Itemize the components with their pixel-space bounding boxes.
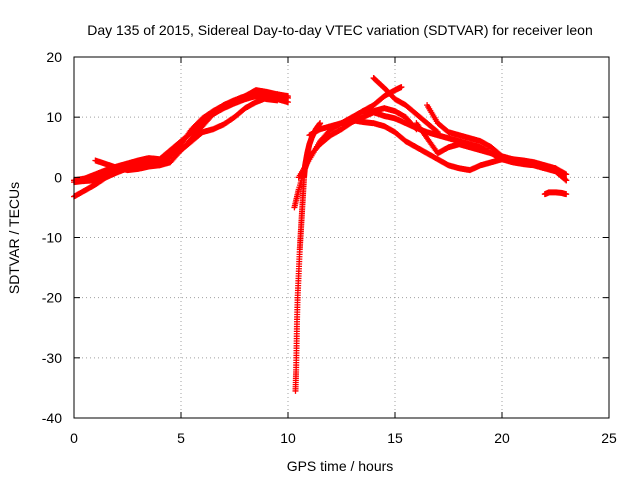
y-tick-label: -40 <box>42 410 62 426</box>
x-axis-label: GPS time / hours <box>287 458 394 474</box>
y-tick-label: 0 <box>54 169 62 185</box>
x-tick-label: 20 <box>494 430 510 446</box>
grid <box>74 57 609 418</box>
y-tick-label: 10 <box>46 109 62 125</box>
y-axis-label: SDTVAR / TECUs <box>6 182 22 294</box>
y-tick-label: -30 <box>42 350 62 366</box>
series-track-j <box>359 84 405 115</box>
axis-ticks: 0 5 10 15 20 25 -40 -30 -20 -10 0 10 20 <box>42 49 617 446</box>
series-track-g <box>295 105 420 181</box>
x-tick-label: 15 <box>387 430 403 446</box>
x-tick-label: 10 <box>280 430 296 446</box>
data-point-markers <box>424 102 570 178</box>
series-track-l <box>413 120 495 157</box>
data-point-markers <box>92 91 291 174</box>
data-point-markers <box>295 105 420 181</box>
chart-title: Day 135 of 2015, Sidereal Day-to-day VTE… <box>87 22 593 38</box>
x-tick-label: 25 <box>601 430 617 446</box>
series-track-m <box>541 189 570 198</box>
x-tick-label: 5 <box>177 430 185 446</box>
x-tick-label: 0 <box>70 430 78 446</box>
series-track-k <box>424 102 570 178</box>
data-points <box>71 75 570 394</box>
data-point-markers <box>541 189 570 198</box>
y-tick-label: 20 <box>46 49 62 65</box>
y-tick-label: -10 <box>42 230 62 246</box>
data-point-markers <box>413 120 495 157</box>
data-point-markers <box>359 84 405 115</box>
y-tick-label: -20 <box>42 290 62 306</box>
series-track-a <box>71 90 291 200</box>
data-point-markers <box>71 90 291 200</box>
series-track-d <box>92 91 291 174</box>
